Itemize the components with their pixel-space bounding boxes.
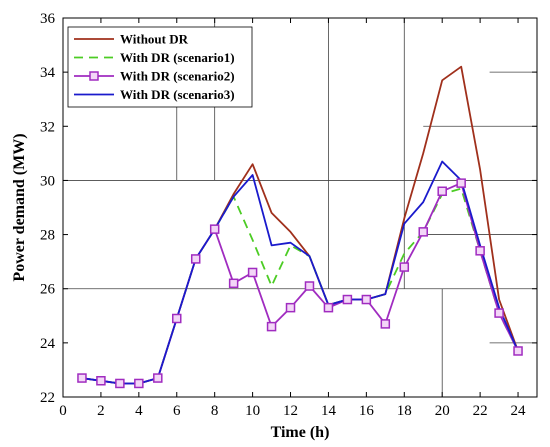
series-3-point [399, 262, 410, 272]
x-tick-label: 12 [283, 403, 298, 419]
series-3-point [285, 302, 296, 313]
series-3-point [323, 302, 334, 313]
series-3-point [437, 186, 447, 197]
series-3-point [513, 346, 523, 356]
x-tick-label: 16 [359, 403, 375, 419]
series-3-point [494, 308, 504, 318]
x-tick-label: 0 [59, 403, 67, 419]
y-tick-label: 32 [40, 119, 55, 135]
series-3-point [247, 267, 258, 278]
series-line-2 [81, 187, 519, 385]
series-3-point [361, 294, 372, 305]
y-tick-label: 24 [40, 336, 56, 352]
x-tick-label: 22 [473, 403, 488, 419]
legend-label: Without DR [120, 32, 189, 47]
x-tick-label: 24 [511, 403, 527, 419]
series-3-point [475, 246, 485, 256]
series-3-point [96, 376, 106, 386]
y-tick-label: 36 [40, 11, 56, 27]
x-tick-label: 6 [173, 403, 181, 419]
y-axis-label: Power demand (MW) [11, 133, 28, 281]
x-tick-label: 20 [435, 403, 450, 419]
series-3-point [266, 321, 277, 332]
series-3-point [209, 224, 220, 234]
y-tick-label: 28 [40, 228, 55, 244]
series-line-4 [81, 160, 519, 385]
series-3-point [172, 313, 182, 324]
grid-lines [63, 18, 537, 397]
series-3-point [115, 378, 125, 389]
series-3-point [228, 278, 239, 289]
x-tick-label: 14 [321, 403, 337, 419]
legend-label: With DR (scenario1) [120, 50, 235, 65]
series-3-point [304, 281, 315, 291]
series-3-point [342, 294, 353, 305]
series-3-point [134, 378, 144, 389]
y-tick-label: 34 [40, 65, 56, 81]
legend-marker [89, 71, 99, 81]
series-3-point [380, 319, 391, 329]
y-tick-label: 22 [40, 390, 55, 406]
series-3-point [456, 178, 466, 188]
x-axis-label: Time (h) [271, 424, 330, 441]
x-tick-label: 8 [211, 403, 219, 419]
y-tick-label: 26 [40, 282, 56, 298]
y-tick-label: 30 [40, 173, 55, 189]
series-3-point [418, 227, 428, 237]
plot-frame [62, 17, 538, 398]
legend: Without DR With DR (scenario1) With DR (sc… [67, 26, 253, 108]
series-line-1 [81, 65, 519, 385]
x-tick-label: 10 [245, 403, 260, 419]
series-3-point [77, 373, 87, 383]
series-3-point [153, 373, 163, 383]
x-tick-label: 2 [97, 403, 105, 419]
x-tick-label: 18 [397, 403, 412, 419]
legend-label: With DR (scenario2) [120, 69, 235, 84]
series-3-point [190, 254, 201, 264]
legend-label: With DR (scenario3) [120, 87, 235, 102]
x-tick-label: 4 [135, 403, 143, 419]
series-lines [77, 65, 523, 389]
series-line-3 [81, 182, 519, 385]
